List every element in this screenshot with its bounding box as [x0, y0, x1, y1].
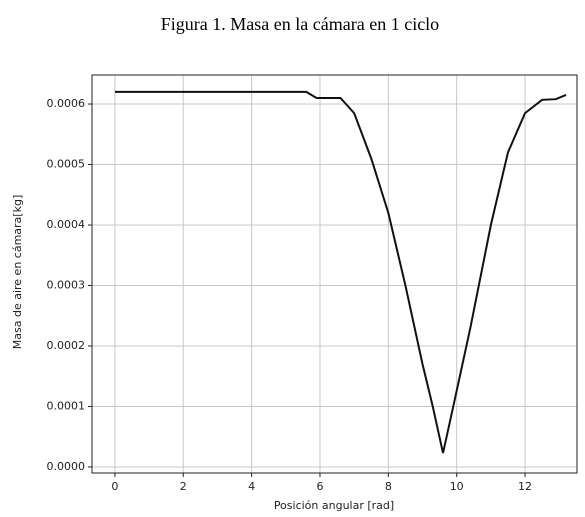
- x-tick-label: 8: [385, 480, 392, 493]
- x-tick-label: 6: [316, 480, 323, 493]
- x-tick-label: 10: [450, 480, 464, 493]
- y-axis-label: Masa de aire en cámara[kg]: [11, 195, 24, 349]
- x-tick-label: 12: [518, 480, 532, 493]
- plot-frame: [91, 74, 578, 474]
- y-tick-label: 0.0001: [47, 399, 86, 412]
- y-tick-label: 0.0005: [47, 158, 86, 171]
- x-tick-label: 0: [111, 480, 118, 493]
- x-axis-label: Posición angular [rad]: [274, 499, 394, 512]
- y-tick-label: 0.0004: [47, 218, 86, 231]
- y-tick-label: 0.0000: [47, 460, 86, 473]
- chart-title: Figura 1. Masa en la cámara en 1 ciclo: [161, 14, 439, 34]
- x-tick-label: 4: [248, 480, 255, 493]
- data-line: [114, 90, 567, 454]
- x-tick-label: 2: [180, 480, 187, 493]
- y-tick-label: 0.0006: [47, 97, 86, 110]
- y-tick-label: 0.0002: [47, 339, 86, 352]
- y-tick-label: 0.0003: [47, 278, 86, 291]
